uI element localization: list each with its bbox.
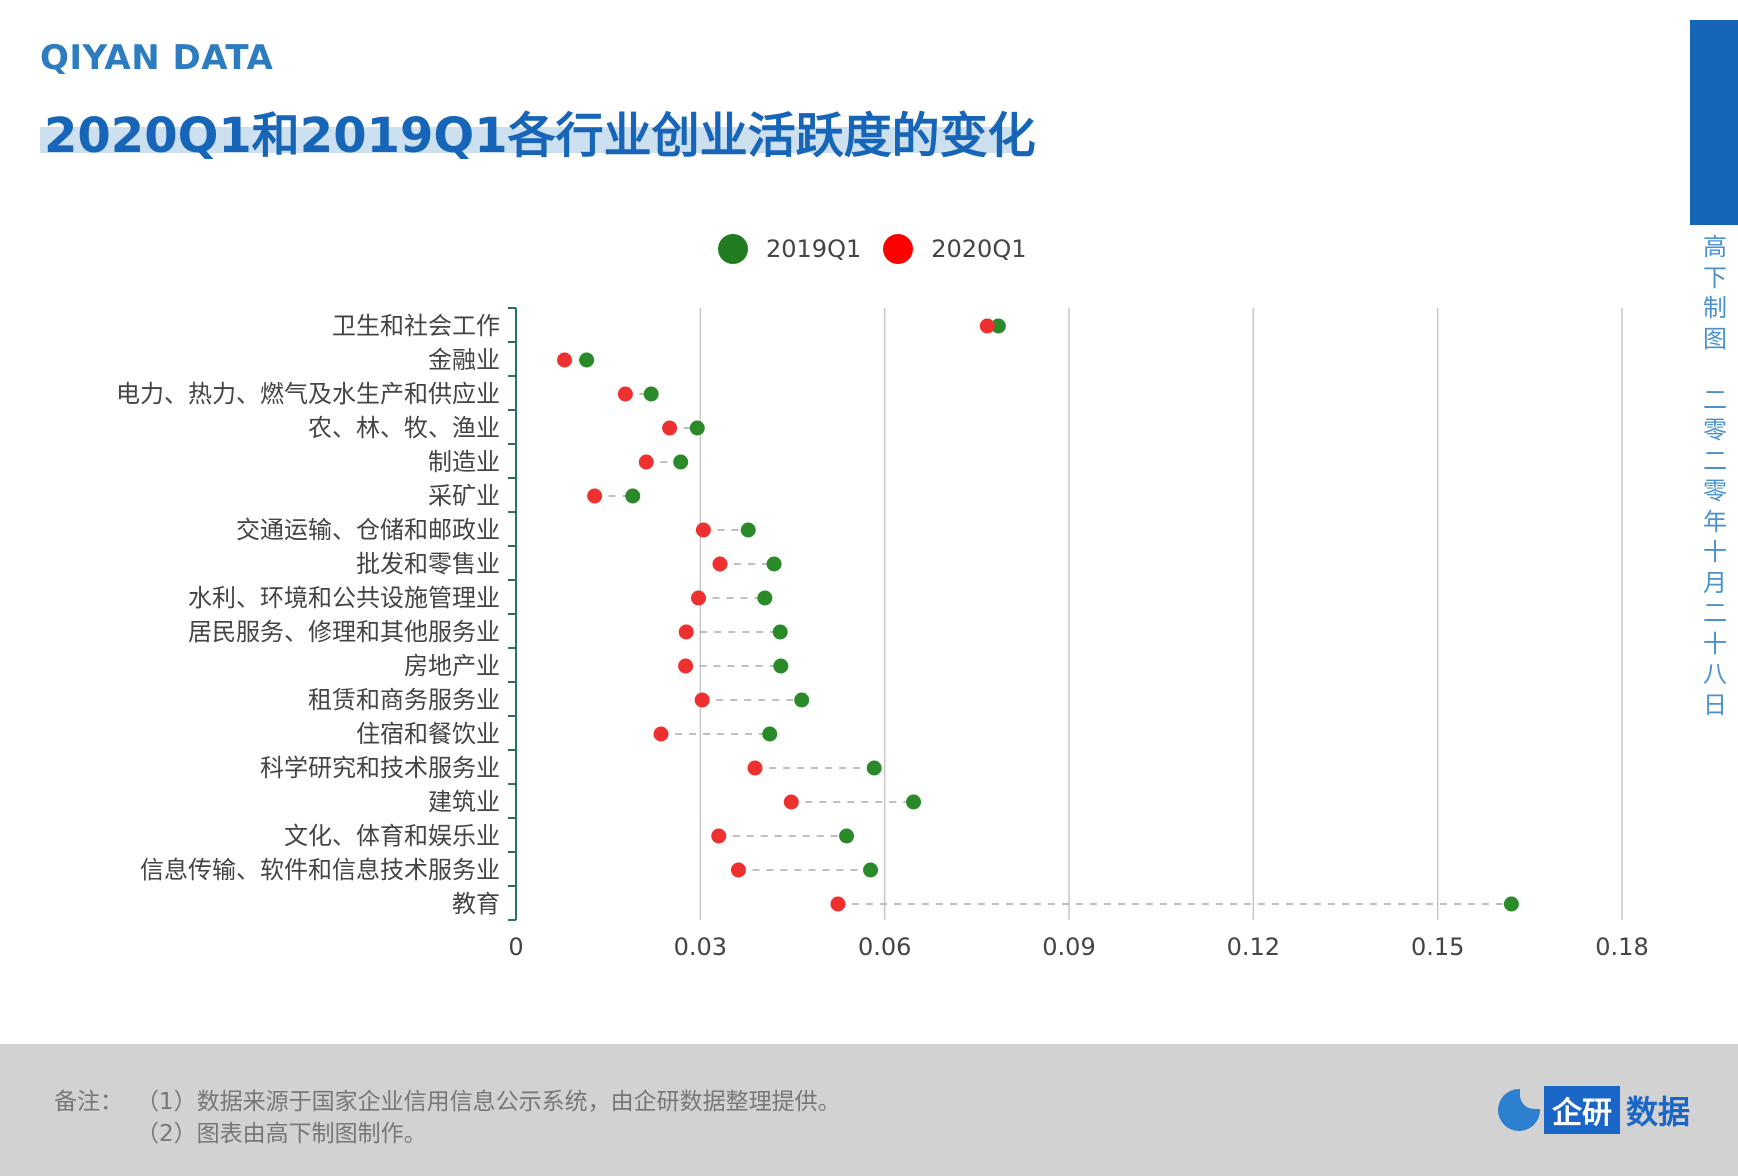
category-label: 农、林、牧、渔业 [308, 414, 500, 442]
point-2020 [712, 556, 728, 572]
point-2019 [794, 692, 810, 708]
legend-label-2020: 2020Q1 [931, 235, 1027, 263]
x-tick-label: 0.15 [1411, 933, 1464, 961]
category-label: 信息传输、软件和信息技术服务业 [140, 856, 500, 884]
chart-legend: 2019Q1 2020Q1 [718, 234, 1049, 264]
category-label: 科学研究和技术服务业 [260, 754, 500, 782]
point-2020 [747, 760, 763, 776]
x-tick-label: 0.18 [1595, 933, 1648, 961]
category-label: 居民服务、修理和其他服务业 [188, 618, 500, 646]
category-label: 金融业 [428, 346, 500, 374]
category-label: 制造业 [428, 448, 500, 476]
point-2020 [695, 522, 711, 538]
side-char: 二 [1703, 385, 1727, 414]
x-tick-label: 0.12 [1227, 933, 1280, 961]
side-char: 十 [1703, 629, 1727, 658]
category-label: 卫生和社会工作 [332, 312, 500, 340]
side-char: 年 [1703, 507, 1727, 536]
side-char: 八 [1703, 660, 1727, 688]
point-2019 [772, 624, 788, 640]
category-label: 租赁和商务服务业 [308, 686, 500, 714]
side-accent-bar [1690, 20, 1738, 225]
category-label: 教育 [452, 890, 500, 918]
category-label: 电力、热力、燃气及水生产和供应业 [116, 380, 500, 408]
side-char: 零 [1703, 477, 1727, 505]
point-2019 [625, 488, 641, 504]
point-2020 [653, 726, 669, 742]
point-2019 [766, 556, 782, 572]
logo-box-text: 企研 [1544, 1086, 1620, 1134]
point-2019 [906, 794, 922, 810]
point-2019 [990, 318, 1006, 334]
x-tick-label: 0 [508, 933, 523, 961]
side-char: 月 [1703, 568, 1727, 597]
point-2019 [757, 590, 773, 606]
point-2019 [866, 760, 882, 776]
note-credit: （2）图表由高下制图制作。 [136, 1121, 427, 1147]
point-2019 [762, 726, 778, 742]
side-char: 十 [1703, 538, 1727, 566]
point-2020 [730, 862, 746, 878]
point-2020 [783, 794, 799, 810]
point-2020 [694, 692, 710, 708]
point-2019 [863, 862, 879, 878]
logo-text: 数据 [1626, 1093, 1691, 1131]
point-2019 [839, 828, 855, 844]
page-title: 2020Q1和2019Q1各行业创业活跃度的变化 [44, 108, 1036, 164]
title-highlight [40, 127, 1016, 153]
company-logo: 企研 数据 [1498, 1086, 1690, 1134]
category-label: 交通运输、仓储和邮政业 [236, 516, 500, 544]
side-char: 高 [1703, 233, 1727, 261]
legend-item-2020: 2020Q1 [883, 234, 1027, 264]
point-2019 [773, 658, 789, 674]
point-2019 [673, 454, 689, 470]
point-2019 [1503, 896, 1519, 912]
category-label: 住宿和餐饮业 [356, 720, 500, 748]
brand-label: QIYAN DATA [40, 38, 274, 78]
point-2020 [979, 318, 995, 334]
x-tick-label: 0.06 [858, 933, 911, 961]
side-char: 二 [1703, 446, 1727, 475]
side-char: 日 [1703, 690, 1727, 719]
category-label: 水利、环境和公共设施管理业 [188, 584, 500, 612]
point-2020 [711, 828, 727, 844]
point-2020 [690, 590, 706, 606]
side-char: 制 [1703, 294, 1727, 322]
note-source: （1）数据来源于国家企业信用信息公示系统，由企研数据整理提供。 [136, 1089, 841, 1115]
point-2020 [587, 488, 603, 504]
side-char: 二 [1703, 599, 1727, 627]
point-2020 [617, 386, 633, 402]
side-vertical-date: 高下制图 二零二零年十月二十八日 [1699, 232, 1731, 720]
point-2020 [557, 352, 573, 368]
category-label: 采矿业 [428, 482, 500, 510]
side-char: 图 [1703, 324, 1727, 353]
category-label: 批发和零售业 [356, 550, 500, 578]
point-2019 [579, 352, 595, 368]
point-2020 [678, 658, 694, 674]
logo-icon [1498, 1087, 1542, 1131]
point-2020 [830, 896, 846, 912]
point-2019 [740, 522, 756, 538]
category-label: 房地产业 [404, 652, 500, 680]
footer-panel [0, 1044, 1738, 1176]
x-tick-label: 0.09 [1042, 933, 1095, 961]
legend-marker-2019 [718, 234, 748, 264]
legend-label-2019: 2019Q1 [766, 235, 862, 263]
point-2020 [638, 454, 654, 470]
note-label: 备注： [54, 1089, 123, 1115]
side-char: 零 [1703, 416, 1727, 444]
point-2019 [689, 420, 705, 436]
category-label: 建筑业 [428, 788, 500, 816]
point-2020 [662, 420, 678, 436]
point-2019 [643, 386, 659, 402]
legend-item-2019: 2019Q1 [718, 234, 861, 264]
x-tick-label: 0.03 [674, 933, 727, 961]
side-char: 下 [1703, 263, 1727, 292]
point-2020 [678, 624, 694, 640]
category-label: 文化、体育和娱乐业 [284, 822, 500, 850]
legend-marker-2020 [883, 234, 914, 264]
